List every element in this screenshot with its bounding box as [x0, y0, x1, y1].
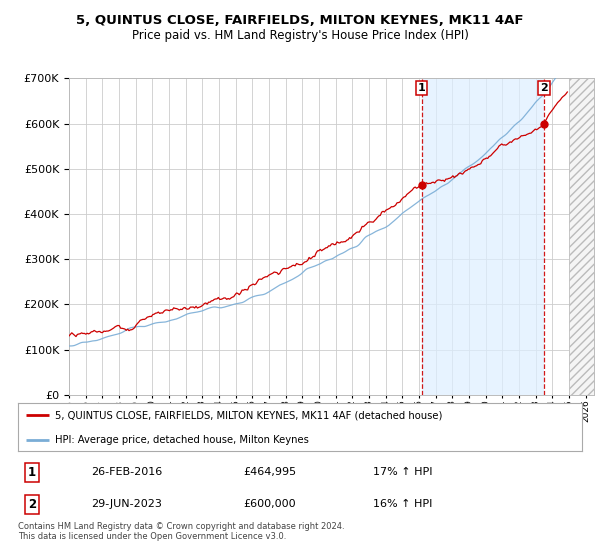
Text: £464,995: £464,995: [244, 467, 297, 477]
Text: Price paid vs. HM Land Registry's House Price Index (HPI): Price paid vs. HM Land Registry's House …: [131, 29, 469, 42]
Text: Contains HM Land Registry data © Crown copyright and database right 2024.
This d: Contains HM Land Registry data © Crown c…: [18, 522, 344, 542]
Text: £600,000: £600,000: [244, 499, 296, 509]
Text: 5, QUINTUS CLOSE, FAIRFIELDS, MILTON KEYNES, MK11 4AF (detached house): 5, QUINTUS CLOSE, FAIRFIELDS, MILTON KEY…: [55, 410, 442, 420]
Text: HPI: Average price, detached house, Milton Keynes: HPI: Average price, detached house, Milt…: [55, 435, 308, 445]
Text: 1: 1: [418, 83, 425, 93]
Text: 26-FEB-2016: 26-FEB-2016: [91, 467, 163, 477]
Text: 5, QUINTUS CLOSE, FAIRFIELDS, MILTON KEYNES, MK11 4AF: 5, QUINTUS CLOSE, FAIRFIELDS, MILTON KEY…: [76, 14, 524, 27]
Text: 1: 1: [28, 466, 36, 479]
Text: 16% ↑ HPI: 16% ↑ HPI: [373, 499, 433, 509]
Bar: [421, 78, 544, 395]
Text: 17% ↑ HPI: 17% ↑ HPI: [373, 467, 433, 477]
Bar: [569, 78, 594, 395]
Text: 2: 2: [540, 83, 548, 93]
Text: 29-JUN-2023: 29-JUN-2023: [91, 499, 162, 509]
Text: 2: 2: [28, 498, 36, 511]
